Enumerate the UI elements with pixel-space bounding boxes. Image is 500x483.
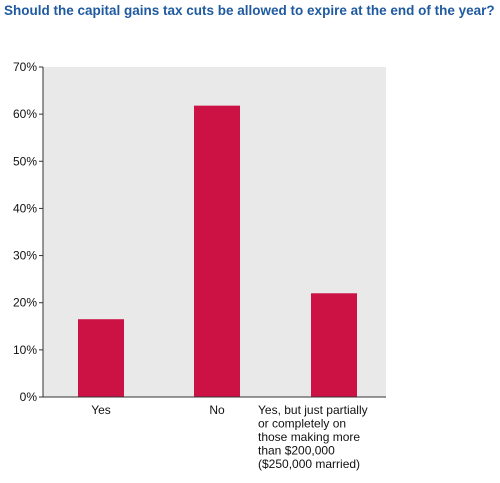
x-category-label: Yes [91,403,111,417]
y-tick-label: 70% [13,60,37,74]
bar [78,319,124,397]
x-category-label: or completely on [258,417,346,431]
y-tick-label: 60% [13,107,37,121]
y-tick-label: 50% [13,154,37,168]
x-category-label: ($250,000 married) [258,457,360,471]
y-tick-label: 20% [13,296,37,310]
y-tick-label: 0% [20,390,38,404]
bar [194,105,240,398]
y-tick-label: 30% [13,249,37,263]
y-tick-label: 10% [13,343,37,357]
x-category-label: No [209,403,225,417]
y-axis-ticks: 0% 10% 20% 30% 40% 50% 60% 70% [13,60,43,404]
bar-series [78,105,357,398]
bar [311,293,357,397]
chart-title: Should the capital gains tax cuts be all… [4,3,495,18]
x-category-label: than $200,000 [258,444,335,458]
y-tick-label: 40% [13,201,37,215]
x-category-label: Yes, but just partially [258,403,368,417]
x-category-label: those making more [258,430,360,444]
